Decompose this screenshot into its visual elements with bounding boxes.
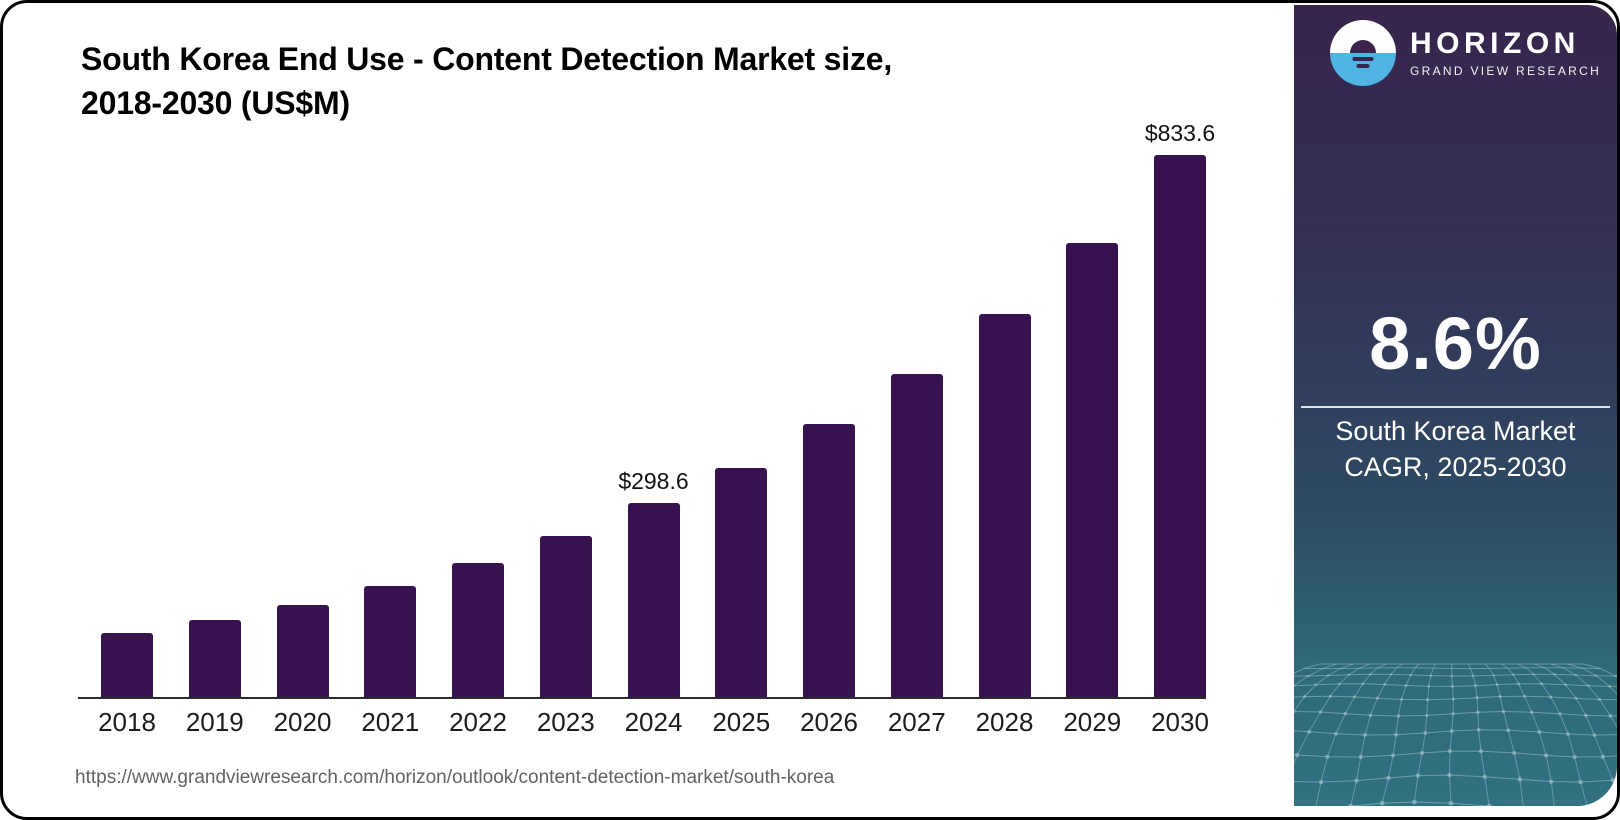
bar-2019	[188, 620, 241, 697]
x-tick-2023: 2023	[536, 707, 595, 737]
sun-reflection-line	[1356, 64, 1370, 68]
x-tick-2026: 2026	[800, 707, 858, 737]
cagr-label-line2: CAGR, 2025-2030	[1344, 452, 1567, 482]
bar-2022	[452, 563, 504, 697]
chart-title-line2: 2018-2030 (US$M)	[81, 85, 350, 121]
bar-2025	[715, 468, 768, 697]
mesh-pattern	[1294, 663, 1617, 806]
x-tick-2020: 2020	[273, 707, 332, 737]
sidebar-panel: HORIZON GRAND VIEW RESEARCH 8.6% South K…	[1294, 5, 1617, 806]
sun-reflection-line	[1352, 57, 1374, 61]
bar-2018	[101, 633, 153, 697]
chart-title: South Korea End Use - Content Detection …	[81, 37, 892, 125]
cagr-label-line1: South Korea Market	[1335, 416, 1576, 446]
bar-2024	[627, 503, 680, 697]
x-tick-2025: 2025	[712, 707, 771, 737]
bar-2026	[803, 424, 855, 697]
x-tick-2030: 2030	[1151, 707, 1209, 737]
logo: HORIZON GRAND VIEW RESEARCH	[1330, 20, 1601, 86]
bar-2030	[1154, 155, 1206, 697]
sub-brand-name: GRAND VIEW RESEARCH	[1410, 63, 1602, 78]
x-tick-2024: 2024	[624, 707, 683, 737]
plot-area: $298.6 $833.6	[78, 120, 1215, 697]
horizon-logo-icon	[1330, 20, 1396, 86]
x-tick-2028: 2028	[975, 707, 1034, 737]
x-axis-labels: 2018 2019 2020 2021 2022 2023 2024 2025 2026 2027…	[78, 707, 1209, 741]
bar-2020	[276, 605, 329, 697]
x-tick-2027: 2027	[887, 707, 946, 737]
cagr-divider	[1301, 406, 1610, 408]
chart-title-line1: South Korea End Use - Content Detection …	[81, 41, 893, 77]
bar-2021	[364, 586, 417, 697]
value-label-2030: $833.6	[1144, 120, 1216, 146]
brand-name: HORIZON	[1410, 26, 1580, 60]
cagr-value: 8.6%	[1369, 302, 1542, 385]
x-tick-2018: 2018	[98, 707, 156, 737]
bar-2027	[890, 374, 943, 697]
x-tick-2029: 2029	[1063, 707, 1122, 737]
x-axis-line	[78, 697, 1206, 699]
x-tick-2019: 2019	[185, 707, 244, 737]
bar-2028	[978, 314, 1031, 697]
source-url: https://www.grandviewresearch.com/horizo…	[75, 767, 835, 788]
value-label-2024: $298.6	[618, 468, 689, 494]
bar-2023	[539, 536, 592, 697]
bar-2029	[1066, 243, 1119, 697]
sun-icon	[1350, 40, 1376, 53]
x-tick-2021: 2021	[361, 707, 420, 737]
x-tick-2022: 2022	[449, 707, 507, 737]
cagr-label: South Korea Market CAGR, 2025-2030	[1294, 413, 1617, 485]
logo-text: HORIZON GRAND VIEW RESEARCH	[1410, 26, 1602, 78]
